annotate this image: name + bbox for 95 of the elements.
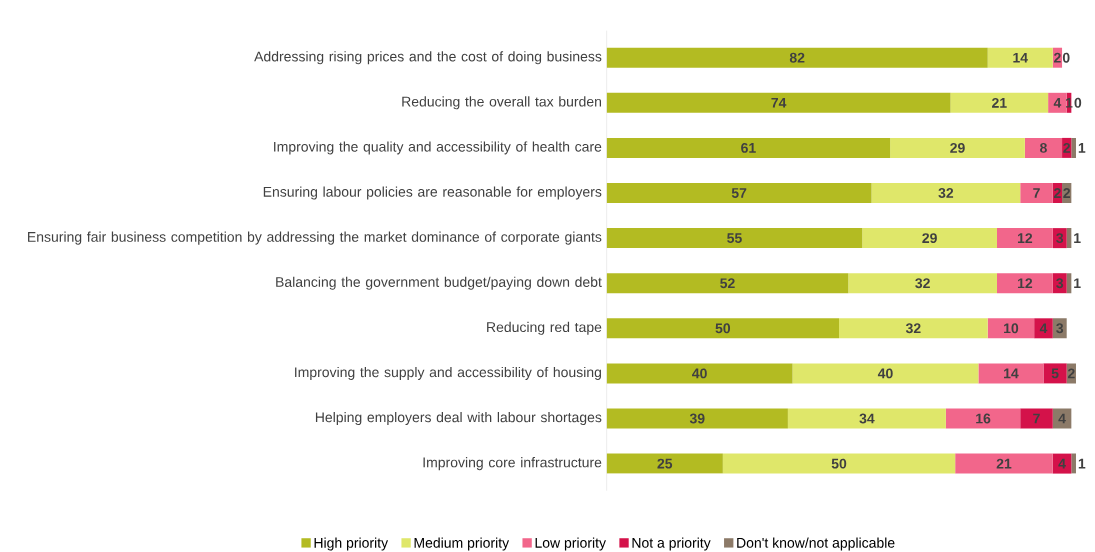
y-tick-label: Ensuring labour policies are reasonable for employers <box>263 186 602 200</box>
data-label: 52 <box>720 278 735 289</box>
bar <box>890 137 1025 158</box>
data-label: 4 <box>1058 458 1066 469</box>
data-label: 14 <box>1013 52 1028 63</box>
y-tick-label: Improving the supply and accessibility of housing <box>295 366 601 380</box>
bar <box>839 318 988 339</box>
data-label: 2 <box>1063 188 1071 198</box>
data-label: 1 <box>1078 143 1086 153</box>
legend-label: Medium priority <box>414 537 510 551</box>
y-tick-label: Balancing the government budget/paying down debt <box>276 276 602 290</box>
y-tick-label: Addressing rising prices and the cost of doing business <box>254 51 602 65</box>
y-tick-label: Ensuring fair business competition by addressing the market dominance of corporate giants <box>28 231 602 245</box>
data-label: 2 <box>1063 143 1071 153</box>
bar <box>606 273 849 294</box>
bar <box>606 137 891 158</box>
bar <box>1034 318 1053 339</box>
data-label: 29 <box>922 233 937 244</box>
data-label: 82 <box>789 52 805 63</box>
bar <box>606 453 723 474</box>
data-label: 29 <box>950 142 965 153</box>
legend-label: Don't know/not applicable <box>737 537 895 551</box>
data-label: 7 <box>1033 188 1040 198</box>
bar <box>792 363 979 384</box>
data-label: 61 <box>741 142 756 153</box>
data-label: 74 <box>771 98 787 108</box>
y-tick-label: Helping employers deal with labour shortages <box>315 411 602 426</box>
legend-label: Not a priority <box>632 537 711 551</box>
bar <box>1048 92 1067 113</box>
bar <box>606 47 988 68</box>
bar <box>950 92 1049 113</box>
bar <box>787 408 946 429</box>
data-label: 2 <box>1067 368 1075 379</box>
data-label: 0 <box>1062 52 1070 63</box>
bar <box>987 47 1053 68</box>
data-label: 1 <box>1074 278 1081 289</box>
data-label: 4 <box>1039 323 1048 334</box>
data-label: 55 <box>727 233 742 243</box>
bar <box>987 318 1035 339</box>
bar <box>1024 137 1063 158</box>
bar <box>606 183 872 204</box>
bar <box>871 183 1021 204</box>
legend-label: High priority <box>314 537 389 551</box>
y-tick-label: Reducing red tape <box>487 321 602 335</box>
data-label: 32 <box>905 323 921 334</box>
bar <box>606 408 788 429</box>
data-label: 5 <box>1051 368 1059 379</box>
data-label: 57 <box>731 188 747 198</box>
data-label: 1 <box>1074 233 1081 243</box>
data-label: 32 <box>915 278 930 289</box>
data-label: 32 <box>938 188 954 198</box>
data-label: 0 <box>1074 97 1082 108</box>
bar <box>978 363 1044 384</box>
bar <box>722 453 956 474</box>
legend-label: Low priority <box>535 537 606 551</box>
bar <box>848 273 997 294</box>
data-label: 12 <box>1017 278 1033 289</box>
data-label: 3 <box>1056 278 1064 289</box>
bar <box>997 273 1053 294</box>
data-label: 40 <box>877 368 893 379</box>
data-label: 2 <box>1054 188 1061 198</box>
data-label: 14 <box>1004 368 1019 379</box>
data-label: 2 <box>1054 52 1061 63</box>
bar <box>606 318 839 339</box>
bar <box>606 228 863 249</box>
data-label: 7 <box>1033 413 1040 424</box>
data-label: 40 <box>692 368 707 379</box>
data-label: 21 <box>992 97 1007 108</box>
bar <box>862 228 997 249</box>
data-label: 21 <box>996 458 1012 469</box>
y-tick-label: Reducing the overall tax burden <box>402 96 601 110</box>
bar <box>606 92 951 113</box>
data-label: 39 <box>689 413 705 424</box>
data-label: 50 <box>715 323 731 334</box>
data-label: 4 <box>1058 413 1066 424</box>
data-label: 3 <box>1056 233 1064 244</box>
y-tick-label: Improving core infrastructure <box>423 457 602 471</box>
data-label: 8 <box>1040 142 1047 153</box>
bar <box>1043 363 1067 384</box>
bar <box>1020 408 1053 429</box>
bar <box>955 453 1053 474</box>
data-label: 16 <box>976 413 991 424</box>
data-label: 25 <box>657 458 673 469</box>
data-label: 3 <box>1056 323 1064 334</box>
data-label: 1 <box>1078 458 1086 469</box>
bar <box>997 228 1053 249</box>
y-tick-label: Improving the quality and accessibility of health care <box>274 141 602 155</box>
bar <box>1020 183 1053 204</box>
data-label: 34 <box>859 413 875 424</box>
bar <box>945 408 1021 429</box>
data-label: 4 <box>1053 98 1062 108</box>
bar <box>606 363 793 384</box>
data-label: 50 <box>831 458 847 469</box>
data-label: 12 <box>1017 233 1033 243</box>
data-label: 10 <box>1004 323 1019 334</box>
